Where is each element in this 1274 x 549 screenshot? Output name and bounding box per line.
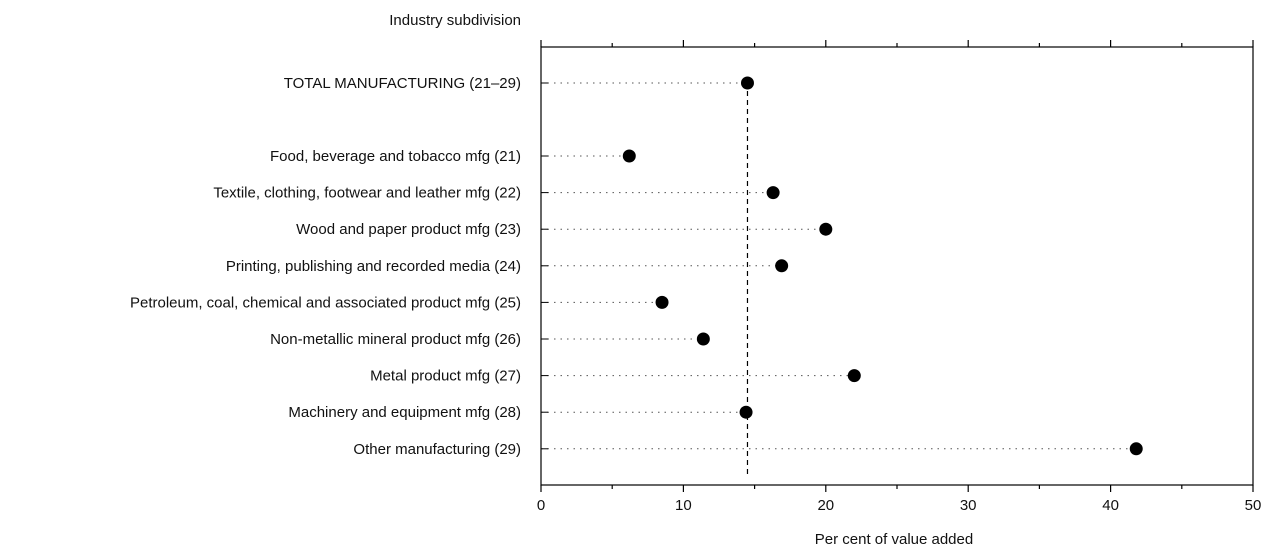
x-tick-label: 20	[817, 497, 834, 514]
category-label: Metal product mfg (27)	[370, 368, 521, 385]
y-header-label: Industry subdivision	[389, 12, 521, 29]
x-tick-label: 40	[1102, 497, 1119, 514]
category-label: Petroleum, coal, chemical and associated…	[130, 294, 521, 311]
category-label: Other manufacturing (29)	[353, 441, 521, 458]
data-point	[847, 369, 861, 383]
category-label: Printing, publishing and recorded media …	[226, 258, 521, 275]
category-label: Machinery and equipment mfg (28)	[288, 404, 521, 421]
category-label: Textile, clothing, footwear and leather …	[213, 185, 521, 202]
data-point	[655, 295, 669, 309]
x-tick-label: 10	[675, 497, 692, 514]
x-tick-label: 0	[537, 497, 545, 514]
x-tick-label: 30	[960, 497, 977, 514]
x-axis-title: Per cent of value added	[815, 531, 973, 548]
category-label: Wood and paper product mfg (23)	[296, 221, 521, 238]
category-label: Non-metallic mineral product mfg (26)	[270, 331, 521, 348]
data-point	[696, 332, 710, 346]
data-point	[740, 76, 754, 90]
x-axis-tick-labels: 0 10 20 30 40 50	[537, 497, 1262, 514]
data-rows: TOTAL MANUFACTURING (21–29) Food, beverag…	[130, 75, 1137, 458]
data-point	[766, 186, 780, 200]
x-tick-label: 50	[1245, 497, 1262, 514]
data-point	[622, 149, 636, 163]
category-label: TOTAL MANUFACTURING (21–29)	[284, 75, 521, 92]
data-point	[819, 222, 833, 236]
category-label: Food, beverage and tobacco mfg (21)	[270, 148, 521, 165]
x-axis-ticks	[540, 40, 1254, 492]
data-point	[1129, 442, 1143, 456]
data-point	[739, 405, 753, 419]
data-points	[622, 76, 1143, 456]
data-point	[775, 259, 789, 273]
plot-frame	[540, 46, 1254, 486]
